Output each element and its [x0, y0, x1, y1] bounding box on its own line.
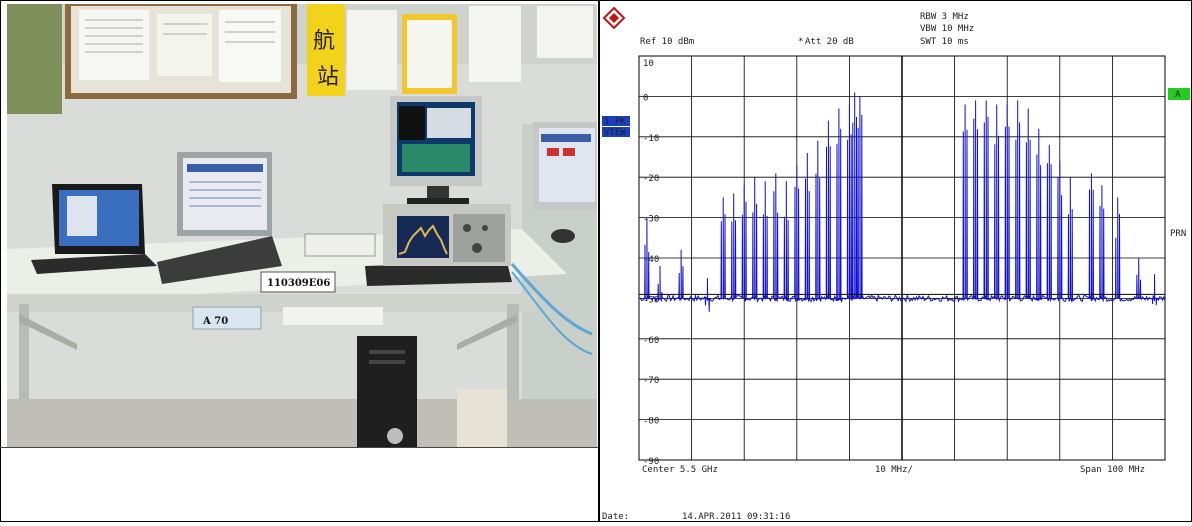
- date-label: Date:: [602, 512, 629, 522]
- left-panel-bottom-rule: [0, 447, 598, 448]
- rohde-schwarz-logo: [602, 6, 626, 30]
- y-tick-label: -20: [643, 174, 659, 184]
- equipment-tag: [260, 271, 336, 293]
- pc-tower: [357, 336, 417, 447]
- spectrum-analyzer-plot: RBW 3 MHz VBW 10 MHz Ref 10 dBm * Att 20…: [602, 6, 1190, 522]
- trace-mode-label: 1 PK: [604, 117, 626, 127]
- y-tick-label: -60: [643, 336, 659, 346]
- view-label: VIEW: [604, 128, 626, 138]
- center-divider: [598, 0, 600, 522]
- marker-a-label: A: [1175, 90, 1181, 100]
- y-tick-labels: 10 0 -10 -20 -30 -40 -50 -60 -70 -80 -90: [643, 59, 659, 467]
- att-marker-star: *: [798, 37, 803, 47]
- attenuation-label: Att 20 dB: [805, 37, 854, 47]
- vbw-label: VBW 10 MHz: [920, 24, 974, 34]
- y-tick-label: -70: [643, 376, 659, 386]
- sign-char-1: 航: [313, 29, 335, 54]
- table-sign-text: A 70: [202, 316, 228, 327]
- division-label: 10 MHz/: [875, 465, 913, 475]
- ref-level-label: Ref 10 dBm: [640, 37, 694, 47]
- spectrum-analyzer-screen: RBW 3 MHz VBW 10 MHz Ref 10 dBm * Att 20…: [600, 0, 1192, 522]
- y-tick-label: 0: [643, 93, 648, 103]
- center-frequency-label: Center 5.5 GHz: [642, 465, 718, 475]
- sign-char-2: 站: [317, 65, 339, 90]
- sweep-time-label: SWT 10 ms: [920, 37, 969, 47]
- y-tick-label: -80: [643, 417, 659, 427]
- y-tick-label: -30: [643, 215, 659, 225]
- date-value: 14.APR.2011 09:31:16: [682, 512, 790, 522]
- equipment-tag-text: 110309E06: [267, 278, 330, 289]
- yellow-sign: [307, 4, 345, 96]
- table-sign: [192, 306, 262, 330]
- y-tick-label: -50: [643, 295, 659, 305]
- rbw-label: RBW 3 MHz: [920, 12, 969, 22]
- y-tick-label: -10: [643, 134, 659, 144]
- y-tick-label: -90: [643, 457, 659, 467]
- marker-a-badge: [1168, 88, 1190, 100]
- test-setup-photo: 航 站 110309E06: [7, 4, 597, 447]
- y-tick-label: 10: [643, 59, 654, 69]
- y-tick-label: -40: [643, 255, 659, 265]
- prn-label: PRN: [1170, 229, 1186, 239]
- test-setup-illustration: 航 站 110309E06: [7, 4, 597, 447]
- window-foliage: [7, 4, 62, 114]
- span-label: Span 100 MHz: [1080, 465, 1145, 475]
- spectrum-trace: [638, 92, 1166, 312]
